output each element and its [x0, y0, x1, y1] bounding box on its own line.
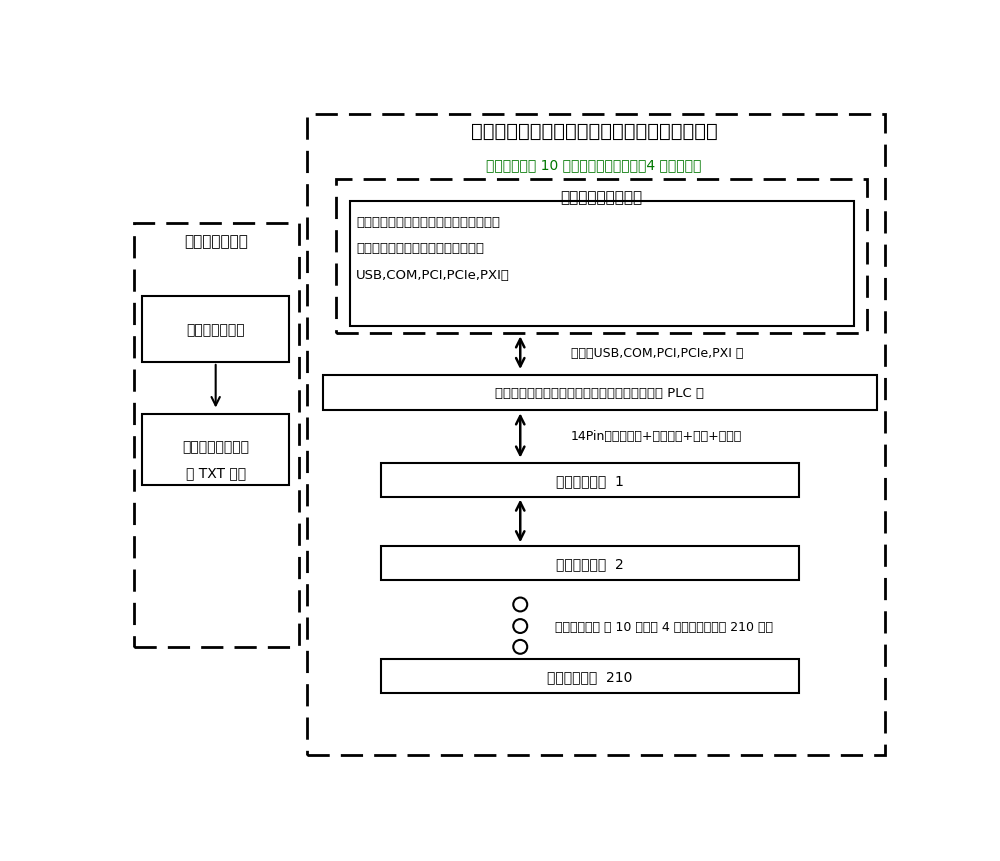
Text: 并行总线控制器（协议转换转换，驱动电路）或 PLC 等: 并行总线控制器（协议转换转换，驱动电路）或 PLC 等 [495, 387, 704, 400]
Text: 节点模块电路  210: 节点模块电路 210 [547, 669, 633, 684]
Text: 级联扩展控制 如 10 数据线 4 输入，可以扩展 210 个节: 级联扩展控制 如 10 数据线 4 输入，可以扩展 210 个节 [555, 620, 773, 633]
Text: 非全码生成程序: 非全码生成程序 [186, 323, 245, 337]
Bar [323, 375, 877, 411]
Text: 计算机系统开发软件: 计算机系统开发软件 [561, 189, 643, 205]
Bar [134, 224, 299, 647]
Text: 到 TXT 文档: 到 TXT 文档 [186, 466, 246, 480]
Text: 非全码生成软件: 非全码生成软件 [185, 234, 248, 249]
Text: （本示意图以 10 位数据线非全码传输，4 输入为例）: （本示意图以 10 位数据线非全码传输，4 输入为例） [486, 158, 702, 172]
Bar [381, 463, 799, 497]
Text: 生成的非全码保存: 生成的非全码保存 [182, 440, 249, 454]
Text: 式，电脑输出可以时多种形式网络，: 式，电脑输出可以时多种形式网络， [356, 242, 484, 255]
Text: 并行总线的级联多节点扩展电路控制系统方框图: 并行总线的级联多节点扩展电路控制系统方框图 [471, 122, 717, 141]
Bar [381, 547, 799, 580]
Text: 节点电路驱动程序（全码和非全码驱动方: 节点电路驱动程序（全码和非全码驱动方 [356, 215, 500, 228]
Text: 节点模块电路  2: 节点模块电路 2 [556, 556, 624, 570]
Text: 节点模块电路  1: 节点模块电路 1 [556, 474, 624, 487]
Text: 14Pin（并行总线+检测信号+使能+电源）: 14Pin（并行总线+检测信号+使能+电源） [571, 429, 742, 442]
Bar [350, 201, 854, 326]
Bar [142, 297, 289, 362]
Bar [307, 115, 885, 755]
Text: 网络，USB,COM,PCI,PCIe,PXI 等: 网络，USB,COM,PCI,PCIe,PXI 等 [571, 347, 743, 360]
Text: USB,COM,PCI,PCIe,PXI）: USB,COM,PCI,PCIe,PXI） [356, 269, 510, 282]
Bar [336, 180, 867, 334]
Bar [381, 660, 799, 693]
Bar [142, 415, 289, 486]
